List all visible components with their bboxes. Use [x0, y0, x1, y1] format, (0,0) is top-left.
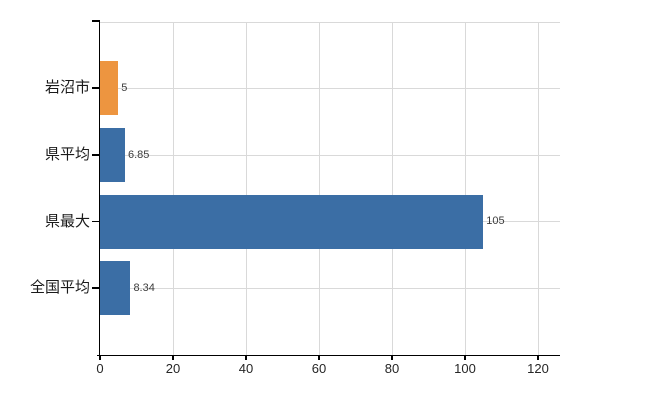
x-axis-tick-label: 80	[384, 361, 400, 376]
plot-top-border	[100, 22, 560, 23]
vertical-gridline	[464, 22, 466, 355]
y-axis-category-label: 県平均	[44, 146, 90, 163]
x-axis-tick-label: 20	[165, 361, 181, 376]
x-axis-tick-label: 60	[311, 361, 327, 376]
x-axis-tick	[391, 355, 393, 360]
horizontal-gridline	[100, 154, 560, 156]
x-axis-tick-label: 120	[527, 361, 549, 376]
vertical-gridline	[391, 22, 393, 355]
bar-1	[100, 128, 125, 182]
x-axis-tick	[99, 355, 101, 360]
bar-0	[100, 61, 119, 115]
y-axis-category-label: 全国平均	[29, 279, 90, 296]
vertical-gridline	[172, 22, 174, 355]
x-axis-tick-label: 100	[454, 361, 476, 376]
y-axis-tick	[92, 87, 100, 89]
bar-2	[100, 194, 484, 249]
y-axis-line	[98, 21, 100, 355]
x-axis-tick	[172, 355, 174, 360]
horizontal-gridline	[100, 287, 560, 289]
y-axis-tick	[92, 220, 100, 223]
y-axis-category-label: 岩沼市	[44, 79, 90, 96]
x-axis-tick	[318, 355, 320, 360]
bar-value-label: 5	[121, 81, 128, 94]
bar-value-label: 105	[486, 215, 505, 227]
x-axis-tick	[464, 355, 466, 360]
y-axis-tick	[92, 20, 100, 22]
plot-area: 5 6.85 105 8.34	[100, 22, 560, 355]
bar-value-label: 6.85	[128, 148, 150, 161]
vertical-gridline	[318, 22, 320, 355]
y-axis-category-label: 県最大	[44, 212, 90, 230]
x-axis-line	[97, 354, 560, 356]
bar-value-label: 8.34	[133, 281, 155, 294]
y-axis-tick	[92, 287, 100, 289]
x-axis-tick-label: 0	[96, 361, 104, 376]
horizontal-gridline	[100, 87, 560, 89]
vertical-gridline	[537, 22, 539, 355]
x-axis-tick	[245, 355, 247, 360]
x-axis-tick	[537, 355, 539, 360]
y-axis-tick	[92, 154, 100, 156]
bar-3	[100, 261, 131, 315]
vertical-gridline	[245, 22, 247, 355]
x-axis-tick-label: 40	[238, 361, 254, 376]
